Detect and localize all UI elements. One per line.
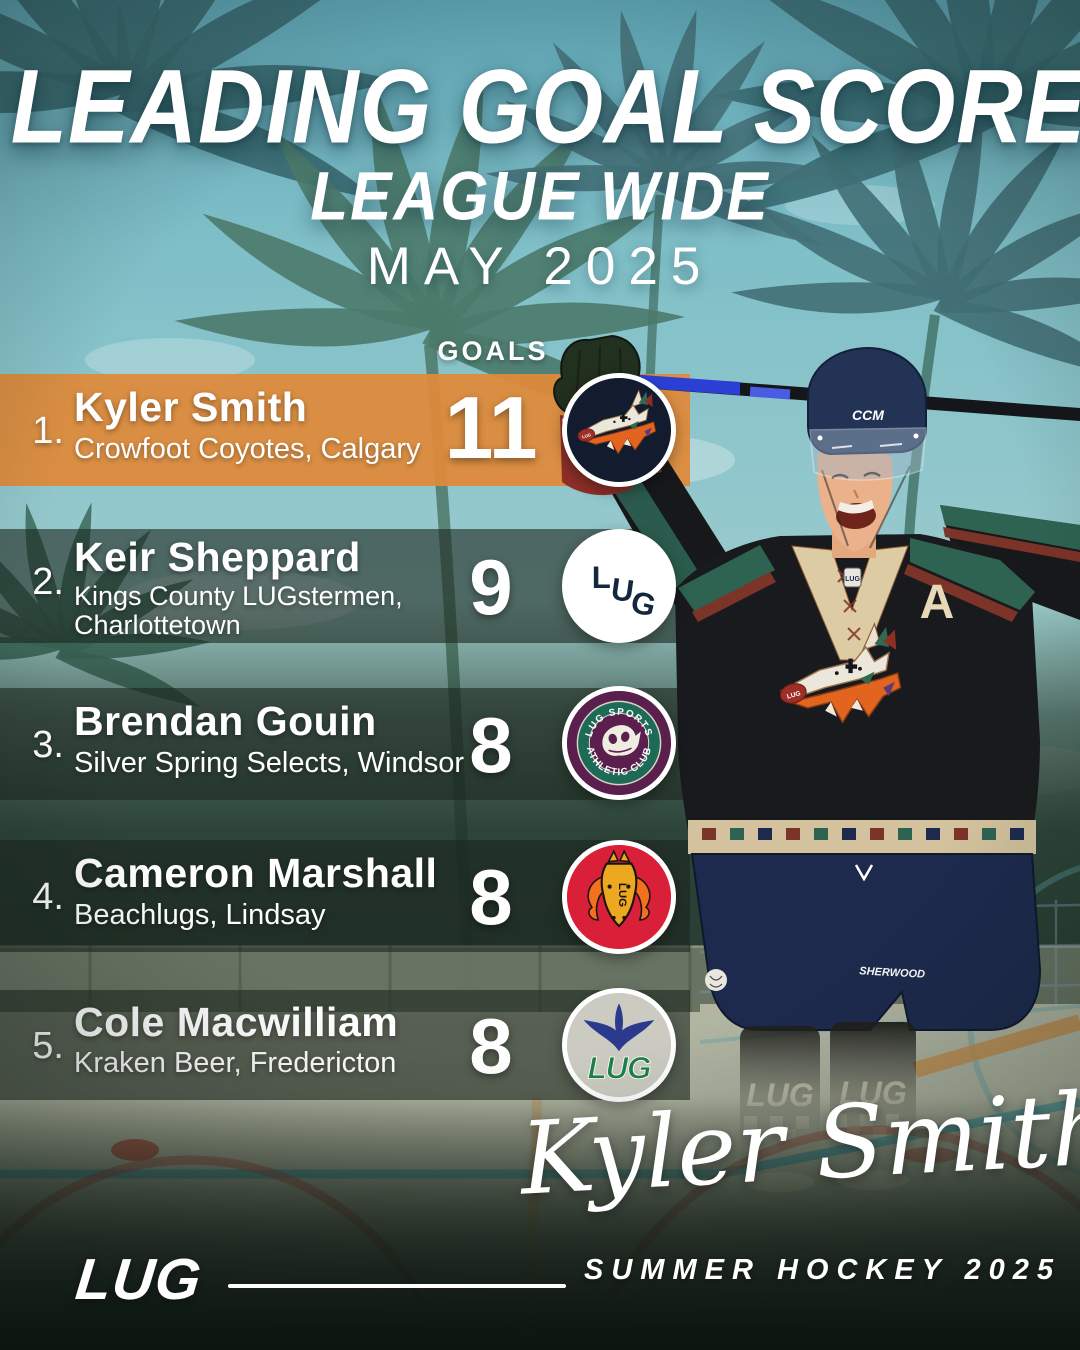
player-name: Kyler Smith bbox=[74, 384, 308, 430]
team-line-1: Kings County LUGstermen, bbox=[74, 581, 403, 611]
helmet-brand-text: CCM bbox=[852, 407, 884, 423]
player-shorts: SHERWOOD bbox=[690, 853, 1042, 1031]
player-jersey: LUG A bbox=[675, 534, 1040, 865]
period-label: MAY 2025 bbox=[366, 237, 714, 296]
player-team: Crowfoot Coyotes, Calgary bbox=[74, 434, 421, 465]
team-line-1: Crowfoot Coyotes, Calgary bbox=[74, 433, 421, 465]
page-subtitle: LEAGUE WIDE bbox=[310, 159, 770, 235]
collar-badge-text: LUG bbox=[845, 576, 860, 583]
player-team: Beachlugs, Lindsay bbox=[74, 900, 326, 931]
visor-icon bbox=[809, 427, 927, 481]
team-line-2: Charlottetown bbox=[74, 610, 241, 640]
goals-column-header: GOALS bbox=[437, 336, 549, 366]
lug-letter-l: L bbox=[592, 560, 611, 595]
team-logo-whale-tail: LUG bbox=[562, 988, 676, 1102]
team-logo-crowfoot-coyotes bbox=[562, 373, 676, 487]
player-name: Keir Sheppard bbox=[74, 534, 361, 580]
player-name: Cole Macwilliam bbox=[74, 999, 399, 1045]
footer-tagline: SUMMER HOCKEY 2025 bbox=[584, 1254, 1062, 1286]
rank-label: 4. bbox=[32, 876, 64, 918]
footer-divider bbox=[228, 1284, 566, 1288]
page-title: LEADING GOAL SCORERS bbox=[10, 47, 1080, 165]
player-name: Brendan Gouin bbox=[74, 698, 377, 744]
team-logo-lug-monogram: L U G bbox=[562, 529, 676, 643]
player-team: Kings County LUGstermen, Charlottetown bbox=[74, 582, 403, 640]
team-logo-athletic-club: LUG SPORTS ATHLETIC CLUB bbox=[562, 686, 676, 800]
team-line-1: Silver Spring Selects, Windsor bbox=[74, 747, 465, 779]
whalers-logo-text: LUG bbox=[588, 1050, 651, 1085]
jersey-letter: A bbox=[920, 576, 955, 629]
team-line-1: Kraken Beer, Fredericton bbox=[74, 1047, 397, 1079]
rank-label: 5. bbox=[32, 1025, 64, 1067]
rank-label: 3. bbox=[32, 724, 64, 766]
team-line-1: Beachlugs, Lindsay bbox=[74, 899, 326, 931]
player-team: Kraken Beer, Fredericton bbox=[74, 1048, 396, 1079]
horse-logo-text: LUG bbox=[616, 883, 628, 907]
rank-label: 2. bbox=[32, 561, 64, 603]
team-logo-flaming-horse: LUG bbox=[562, 840, 676, 954]
lug-logo: LUG bbox=[72, 1247, 205, 1312]
player-head: CCM bbox=[807, 346, 927, 558]
player-team: Silver Spring Selects, Windsor bbox=[74, 748, 464, 779]
rank-label: 1. bbox=[32, 410, 64, 452]
player-name: Cameron Marshall bbox=[74, 850, 438, 896]
